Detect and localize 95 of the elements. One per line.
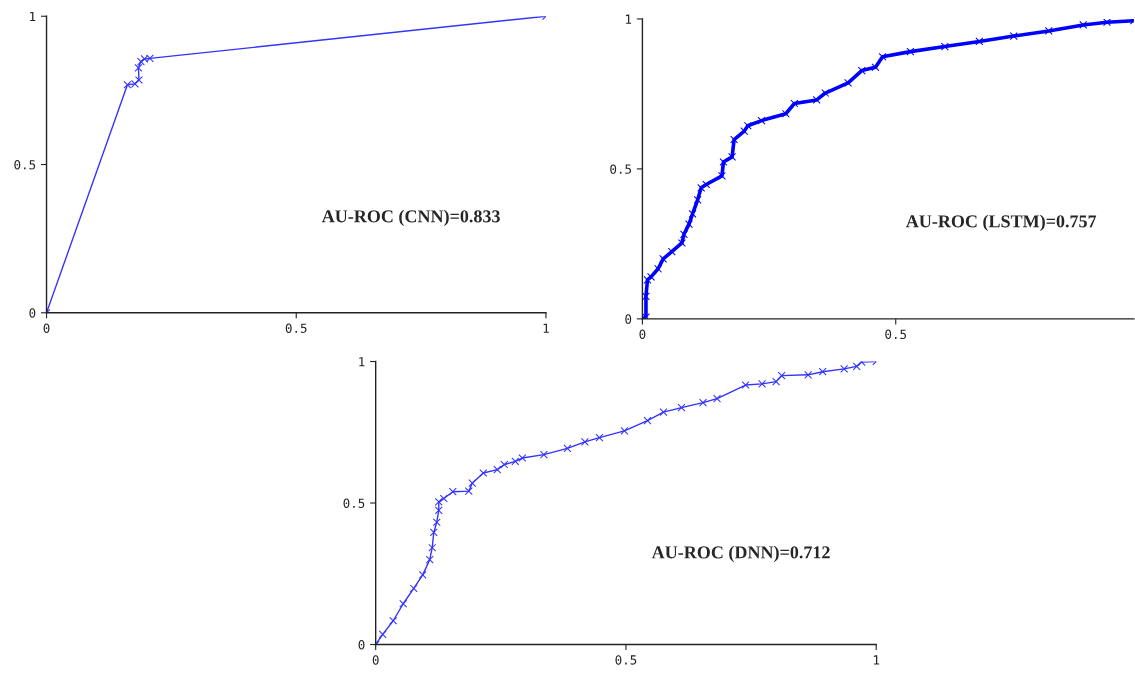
point [580,437,589,446]
x-tick-label: 0 [43,323,50,333]
point [677,239,686,247]
point [878,52,887,61]
point [781,109,790,118]
x-tick-label: 0 [372,655,379,665]
annotation: AU-ROC (LSTM)=0.757 [905,214,1097,232]
point [677,403,686,412]
point [511,457,520,466]
x-tick-label: 0 [639,329,646,340]
point [500,460,509,469]
point [643,416,652,425]
point [134,76,143,84]
point [818,367,827,376]
point [685,220,694,229]
point [702,180,711,189]
point [693,195,702,204]
point [432,518,441,527]
point [539,450,548,459]
point [772,377,781,386]
point [790,99,799,108]
point [425,555,434,564]
point [667,247,676,256]
point [719,158,728,167]
y-tick-label: 1 [30,11,36,22]
point [1044,26,1053,35]
x-tick-label: 0.5 [285,323,307,333]
point [643,275,652,284]
annotation: AU-ROC (CNN)=0.833 [321,209,500,227]
y-tick-label: 0 [358,640,365,650]
annotation: AU-ROC (DNN)=0.712 [651,545,830,563]
point [679,230,688,239]
point [654,264,663,273]
point [439,494,448,503]
point [741,381,750,389]
point [740,127,749,136]
point [642,292,650,301]
point [717,171,726,180]
point [1103,18,1111,27]
y-tick-label: 0.5 [343,498,365,508]
point [428,543,437,552]
x-tick-label: 1 [543,323,549,333]
y-tick-label: 1 [625,14,632,24]
point [418,570,427,579]
y-tick-label: 0 [625,314,632,324]
y-tick-label: 0 [29,308,36,318]
point [844,78,853,87]
point [688,209,697,218]
point [595,433,604,442]
point [389,616,398,625]
point [429,528,438,537]
point [852,362,861,371]
point [563,444,572,453]
point [697,183,706,192]
point [434,497,443,506]
point [468,479,477,488]
point [821,89,830,98]
point [1079,20,1088,29]
point [493,465,502,474]
point [464,487,473,496]
x-tick-label: 0.5 [885,329,907,340]
point [758,379,767,388]
point [409,584,418,593]
point [730,135,739,144]
point [620,426,629,435]
point [699,398,708,407]
y-tick-label: 0.5 [14,160,36,170]
y-tick-label: 0.5 [610,164,631,174]
point [812,95,821,104]
point [871,63,880,72]
point [757,116,766,125]
point [136,57,145,66]
point [434,506,443,515]
point [804,370,813,379]
point [378,630,387,639]
point [1009,32,1018,41]
point [975,37,984,46]
point [940,42,949,51]
x-tick-label: 1 [873,655,880,665]
point [743,121,752,130]
y-tick-label: 1 [359,357,365,367]
point [777,371,786,380]
point [713,394,722,403]
point [479,469,488,478]
point [134,63,143,72]
point [857,66,866,75]
point [399,599,408,608]
point [647,272,656,281]
point [659,254,668,263]
point [518,454,527,463]
point [728,152,737,161]
point [906,47,915,56]
point [840,364,849,373]
point [659,408,668,417]
point [448,487,457,496]
